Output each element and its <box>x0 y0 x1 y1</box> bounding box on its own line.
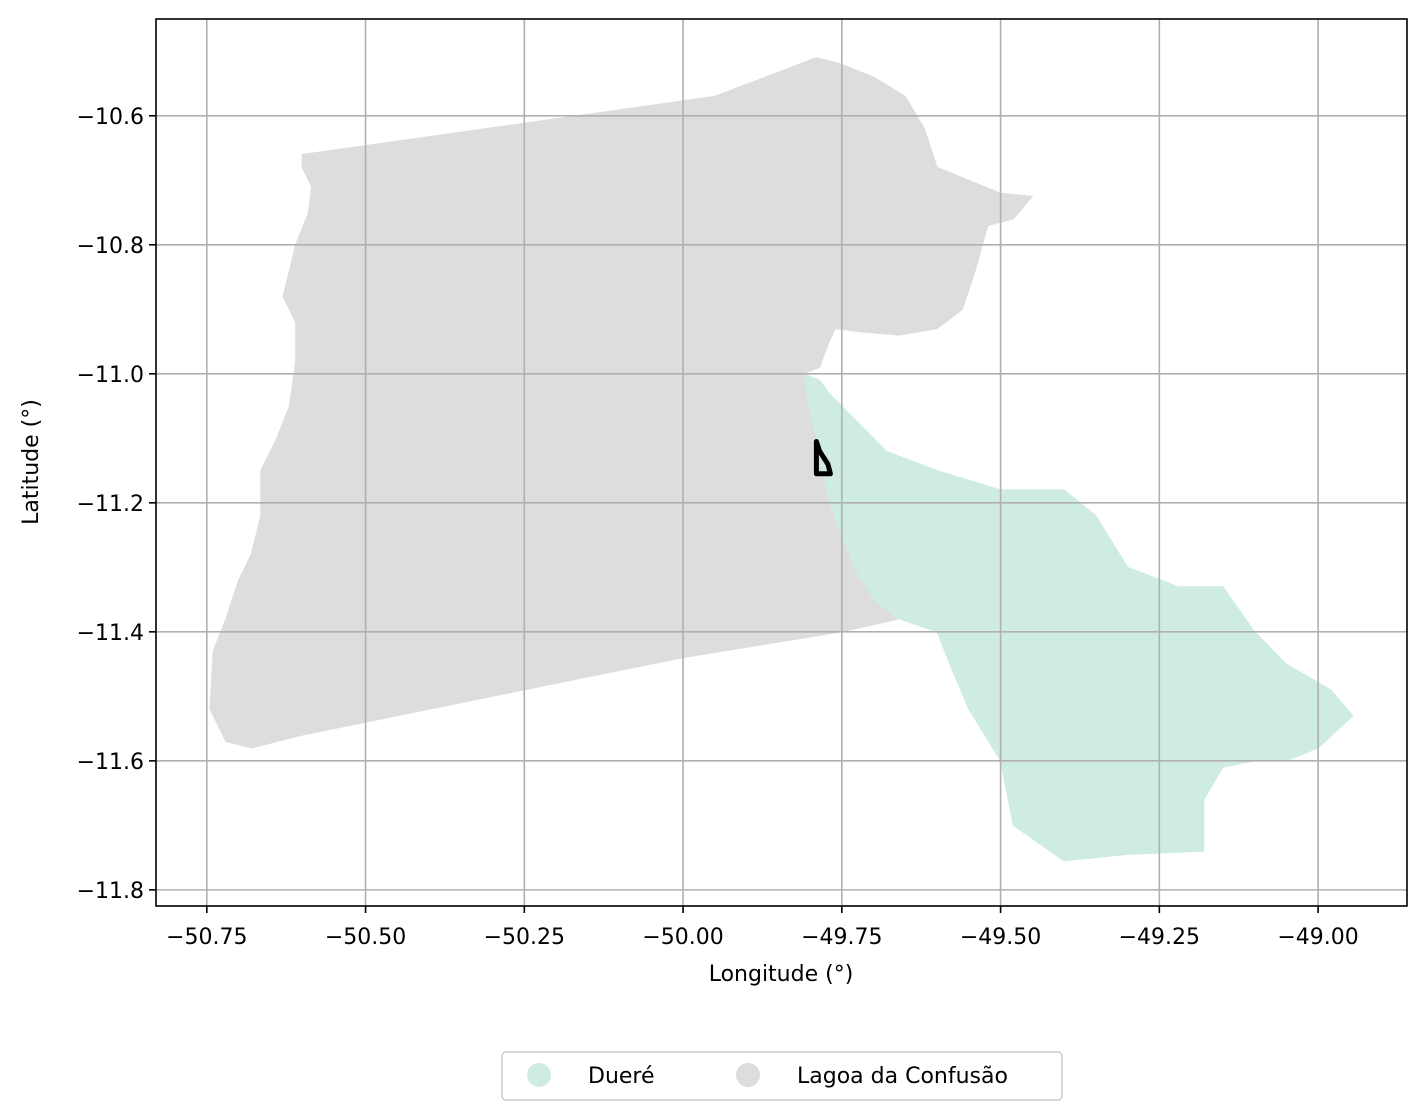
x-tick-label: −50.00 <box>642 925 723 950</box>
y-axis-ticks: −10.6 −10.8 −11.0 −11.2 −11.4 −11.6 −11.8 <box>77 105 156 904</box>
region-lagoa-da-confusao <box>209 57 1034 749</box>
y-tick-label: −11.4 <box>77 621 144 646</box>
x-tick-label: −50.50 <box>325 925 406 950</box>
x-tick-label: −50.25 <box>484 925 565 950</box>
grid-lines <box>156 19 1407 906</box>
highlight-outline-layer <box>813 439 833 477</box>
y-tick-label: −10.6 <box>77 105 144 130</box>
y-tick-label: −11.2 <box>77 492 144 517</box>
x-tick-label: −49.25 <box>1119 925 1200 950</box>
x-tick-label: −50.75 <box>166 925 247 950</box>
legend-label-lagoa-da-confusao: Lagoa da Confusão <box>797 1064 1008 1089</box>
legend-label-duere: Dueré <box>588 1064 655 1089</box>
axes-frame <box>155 18 1408 907</box>
region-polygons <box>209 57 1354 862</box>
x-tick-label: −49.50 <box>960 925 1041 950</box>
legend-swatch-duere <box>527 1063 551 1087</box>
x-tick-label: −49.00 <box>1277 925 1358 950</box>
x-axis-ticks: −50.75 −50.50 −50.25 −50.00 −49.75 −49.50 −49.… <box>166 906 1359 950</box>
x-axis-label: Longitude (°) <box>709 962 854 987</box>
legend: Dueré Lagoa da Confusão <box>501 1051 1063 1101</box>
legend-box <box>501 1051 1063 1101</box>
highlight-outline <box>813 439 833 477</box>
y-tick-label: −11.6 <box>77 750 144 775</box>
y-tick-label: −11.8 <box>77 879 144 904</box>
x-tick-label: −49.75 <box>801 925 882 950</box>
y-axis-label: Latitude (°) <box>19 399 44 525</box>
legend-swatch-lagoa-da-confusao <box>736 1063 760 1087</box>
y-tick-label: −11.0 <box>77 363 144 388</box>
y-tick-label: −10.8 <box>77 234 144 259</box>
